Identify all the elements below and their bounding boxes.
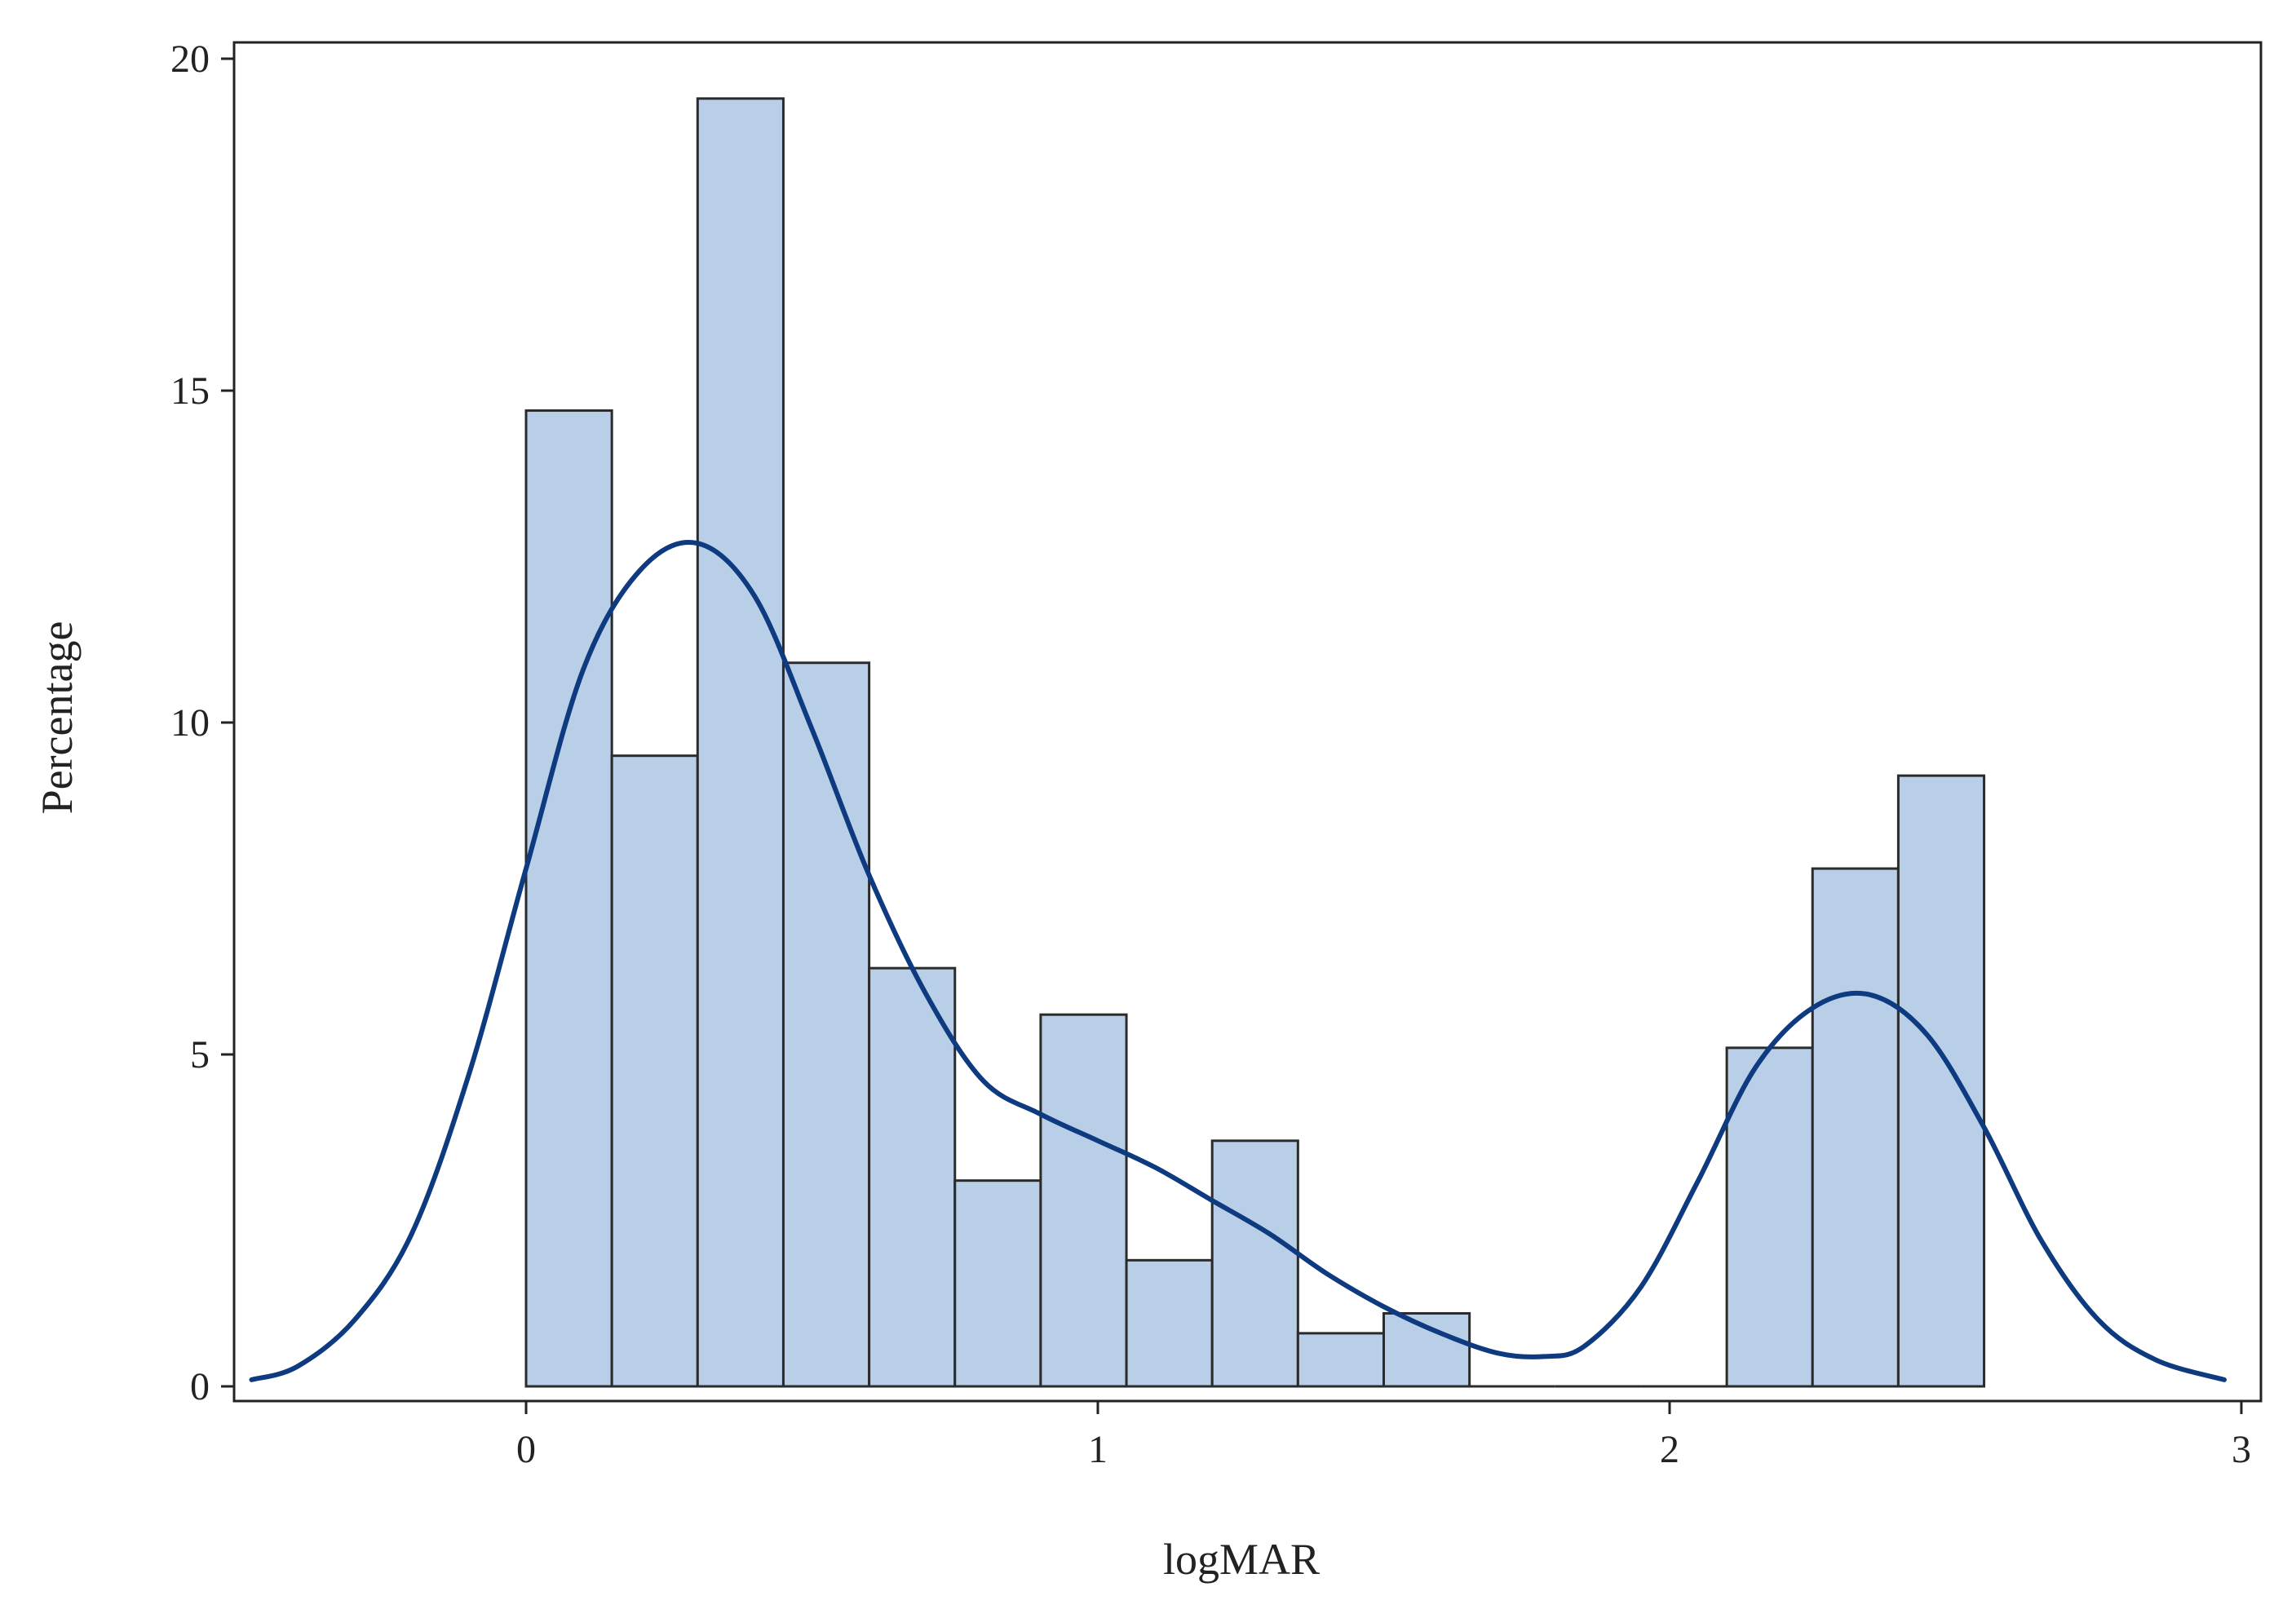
y-axis-title: Percentage (33, 621, 82, 815)
x-tick-label: 2 (1660, 1428, 1679, 1471)
y-tick-label: 5 (190, 1033, 210, 1076)
histogram-bar (1382, 1311, 1471, 1388)
histogram-bar (1811, 867, 1900, 1388)
histogram-bar (868, 966, 957, 1388)
histogram-bar (953, 1179, 1042, 1388)
axes-layer: 0 1 2 3 0 5 10 15 20 (170, 38, 2263, 1471)
bars-layer (524, 97, 1986, 1388)
y-tick-label: 15 (170, 369, 210, 413)
x-tick-label: 3 (2232, 1428, 2251, 1471)
x-axis-title: logMAR (1163, 1535, 1320, 1584)
histogram-bar (781, 661, 871, 1388)
x-tick-label: 1 (1088, 1428, 1108, 1471)
y-tick-label: 10 (170, 701, 210, 745)
histogram-bar (1210, 1139, 1299, 1388)
histogram-bar (1296, 1332, 1385, 1388)
histogram-bar (696, 97, 785, 1388)
histogram-bar (1896, 774, 1986, 1388)
histogram-bar (610, 754, 699, 1388)
y-tick-label: 0 (190, 1365, 210, 1408)
y-tick-label: 20 (170, 38, 210, 81)
histogram-bar (524, 409, 613, 1388)
curve-layer (249, 540, 2227, 1382)
density-curve (249, 540, 2227, 1382)
x-tick-label: 0 (516, 1428, 536, 1471)
histogram-bar (1039, 1013, 1128, 1388)
histogram-bar (1125, 1258, 1214, 1388)
